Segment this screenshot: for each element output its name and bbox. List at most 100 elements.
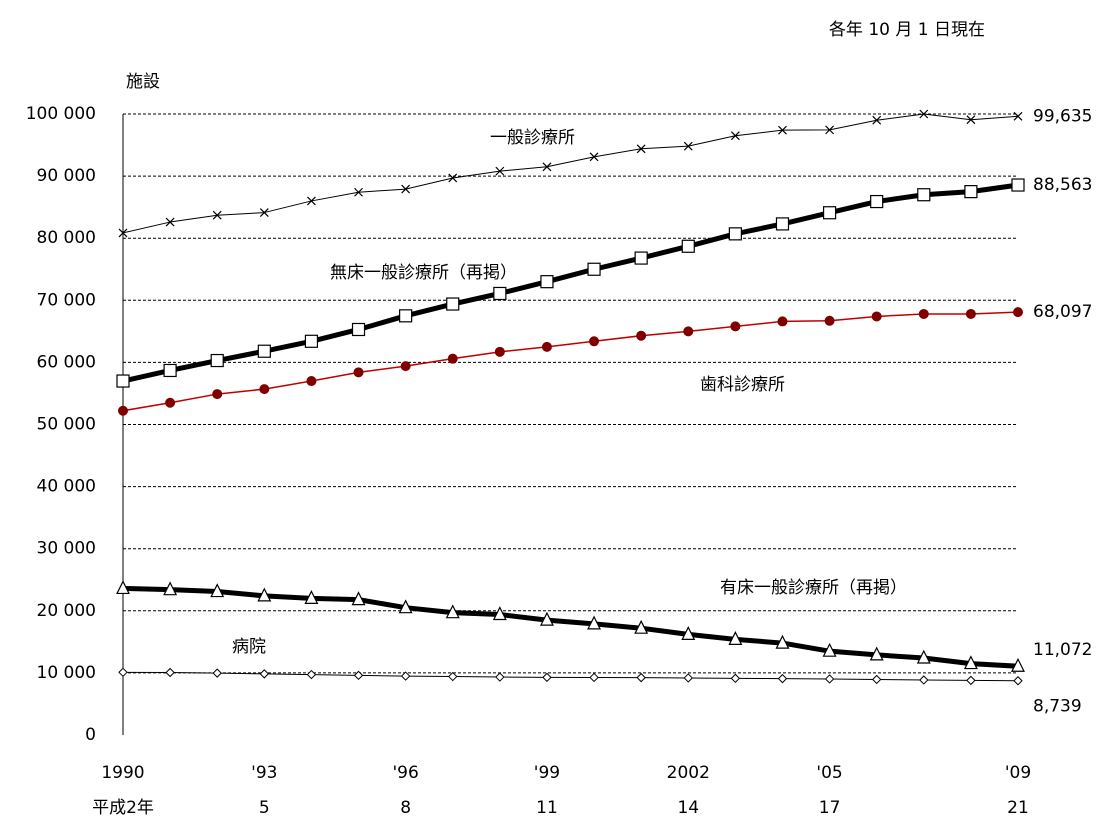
marker <box>681 626 696 640</box>
marker <box>1011 178 1025 192</box>
series-label: 病院 <box>232 637 266 657</box>
y-tick-label: 60 000 <box>37 352 96 372</box>
marker <box>116 580 130 595</box>
marker <box>681 239 695 253</box>
marker <box>634 619 649 634</box>
series-label: 歯科診療所 <box>700 375 785 395</box>
marker <box>306 669 317 680</box>
x-era-label: 8 <box>400 798 411 816</box>
marker <box>775 217 790 231</box>
marker <box>259 669 270 679</box>
x-tick-label: '96 <box>392 763 418 783</box>
marker <box>824 674 835 684</box>
x-tick-label: 1990 <box>101 763 144 783</box>
marker <box>589 152 599 162</box>
marker <box>730 321 741 332</box>
marker <box>401 184 411 194</box>
series-line <box>122 311 1019 412</box>
marker <box>871 674 882 685</box>
marker <box>824 315 835 326</box>
marker <box>210 353 224 368</box>
y-tick-label: 10 000 <box>37 663 96 683</box>
marker <box>165 667 175 678</box>
marker <box>353 670 364 681</box>
marker <box>919 109 929 119</box>
x-tick-label: '05 <box>816 763 842 783</box>
x-tick-label: '93 <box>251 763 277 783</box>
series-label: 有床一般診療所（再掲） <box>720 578 907 598</box>
marker <box>118 228 128 238</box>
x-era-label: 平成2年 <box>92 798 154 816</box>
marker <box>822 206 837 220</box>
marker <box>542 162 552 172</box>
series-label: 一般診療所 <box>490 128 575 148</box>
data-label: 68,097 <box>1033 302 1092 322</box>
y-tick-label: 30 000 <box>37 539 96 559</box>
y-tick-label: 80 000 <box>37 228 96 248</box>
marker <box>495 166 505 176</box>
x-era-label: 11 <box>536 798 558 816</box>
marker <box>304 590 319 604</box>
marker <box>306 196 316 206</box>
marker <box>210 583 225 598</box>
marker <box>1013 676 1023 686</box>
marker <box>589 672 599 683</box>
chart-note: 各年 10 月 1 日現在 <box>829 20 985 40</box>
marker <box>730 131 740 141</box>
series-line <box>122 671 1019 682</box>
marker <box>636 144 646 154</box>
marker <box>212 210 222 220</box>
data-label: 11,072 <box>1033 640 1092 660</box>
marker <box>728 227 742 241</box>
marker <box>257 344 271 358</box>
marker <box>870 194 884 209</box>
marker <box>495 672 505 682</box>
marker <box>683 326 694 337</box>
y-axis-label: 施設 <box>126 72 160 92</box>
marker <box>257 587 272 602</box>
x-era-label: 17 <box>819 798 841 816</box>
marker <box>871 311 882 322</box>
marker <box>683 673 693 683</box>
marker <box>398 599 413 614</box>
marker <box>542 672 552 683</box>
marker <box>540 275 554 289</box>
y-tick-label: 70 000 <box>37 290 96 310</box>
marker <box>636 672 646 683</box>
marker <box>354 187 363 197</box>
marker <box>212 389 223 400</box>
marker <box>259 384 270 395</box>
x-tick-label: '09 <box>1005 763 1031 783</box>
marker <box>1013 307 1023 318</box>
marker <box>778 125 787 135</box>
data-label: 99,635 <box>1033 106 1092 126</box>
marker <box>1011 657 1025 672</box>
series-line <box>122 113 1019 234</box>
marker <box>447 353 458 364</box>
marker <box>1013 111 1023 121</box>
marker <box>541 341 552 352</box>
marker <box>730 673 741 684</box>
marker <box>448 173 458 183</box>
series-label: 無床一般診療所（再掲） <box>330 263 517 283</box>
marker <box>919 675 929 685</box>
marker <box>728 631 743 645</box>
marker <box>683 141 693 151</box>
marker <box>492 606 507 621</box>
marker <box>351 322 366 337</box>
marker <box>118 667 128 678</box>
marker <box>589 336 600 347</box>
marker <box>539 611 554 626</box>
marker <box>494 346 505 357</box>
marker <box>212 668 222 678</box>
x-tick-label: 2002 <box>667 763 710 783</box>
x-era-label: 14 <box>677 798 699 816</box>
x-era-label: 21 <box>1007 798 1029 816</box>
marker <box>775 634 790 649</box>
marker <box>636 330 647 341</box>
x-era-label: 5 <box>259 798 270 816</box>
x-tick-label: '99 <box>534 763 560 783</box>
marker <box>963 655 978 670</box>
marker <box>118 405 128 416</box>
